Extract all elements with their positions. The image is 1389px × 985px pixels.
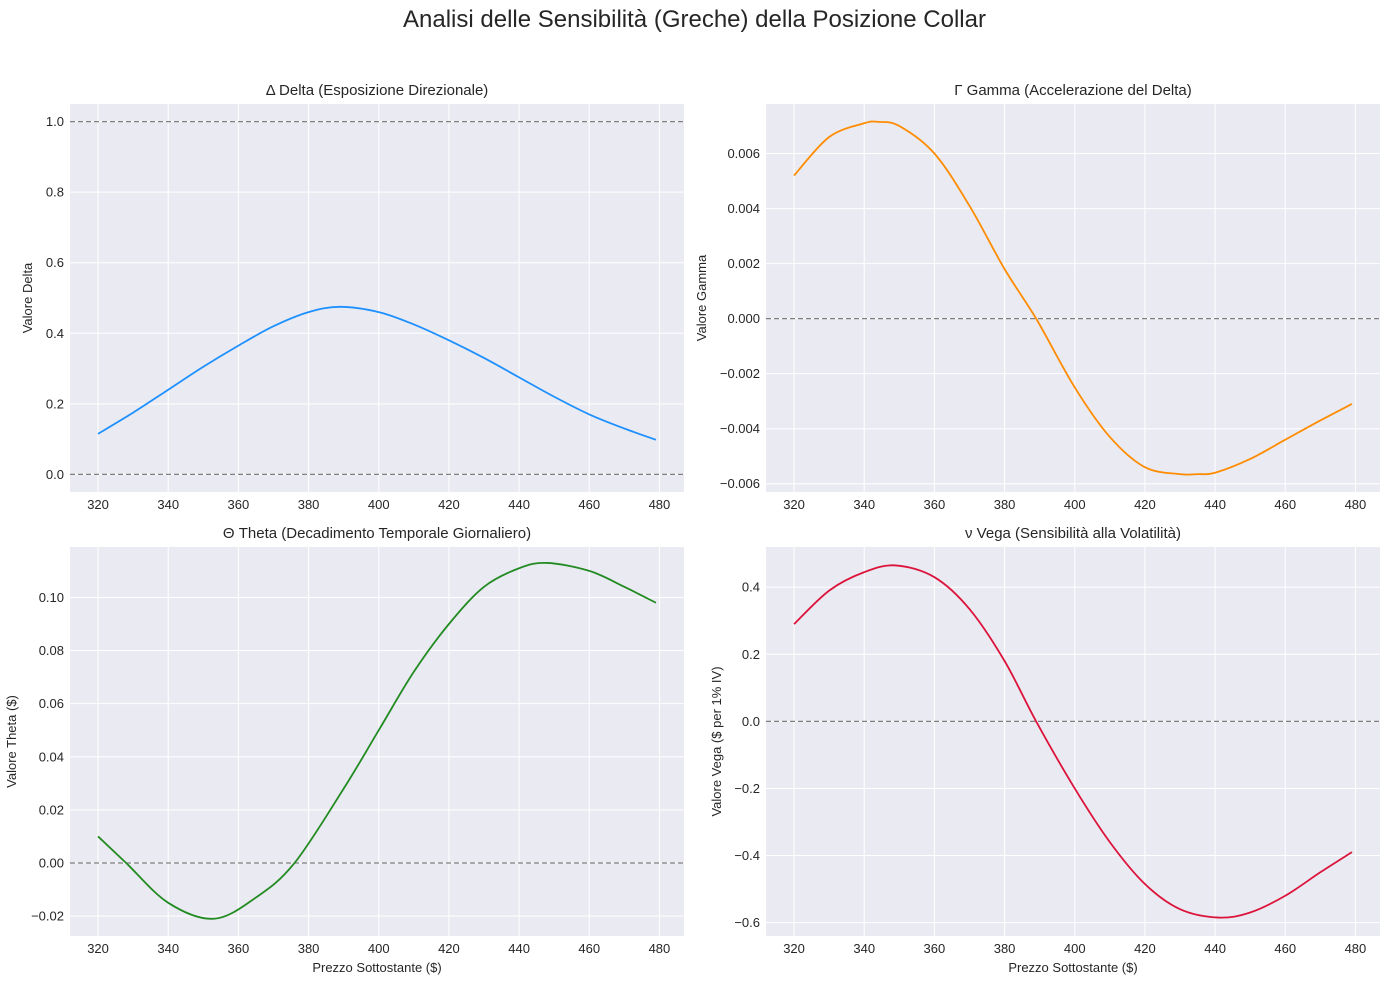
- delta-chart-title: Δ Delta (Esposizione Direzionale): [266, 82, 489, 99]
- gamma-x-tick-label: 400: [1064, 497, 1086, 512]
- theta-x-tick-label: 460: [578, 941, 600, 956]
- vega-plot-area: [766, 547, 1380, 936]
- vega-x-tick-label: 420: [1134, 941, 1156, 956]
- delta-x-tick-label: 340: [157, 497, 179, 512]
- delta-x-tick-label: 400: [368, 497, 390, 512]
- theta-x-tick-label: 340: [157, 941, 179, 956]
- theta-x-tick-label: 400: [368, 941, 390, 956]
- gamma-y-tick-label: −0.006: [720, 476, 760, 491]
- gamma-y-tick-label: 0.006: [727, 146, 760, 161]
- gamma-x-tick-label: 360: [924, 497, 946, 512]
- delta-y-tick-label: 0.8: [46, 185, 64, 200]
- gamma-plot-area: [766, 104, 1380, 492]
- delta-x-tick-label: 380: [298, 497, 320, 512]
- vega-chart-title: ν Vega (Sensibilità alla Volatilità): [965, 525, 1181, 542]
- gamma-x-tick-label: 480: [1345, 497, 1367, 512]
- delta-x-tick-label: 460: [578, 497, 600, 512]
- vega-x-tick-label: 380: [994, 941, 1016, 956]
- vega-y-tick-label: 0.2: [742, 647, 760, 662]
- delta-plot-area: [70, 104, 684, 492]
- delta-y-tick-label: 0.2: [46, 396, 64, 411]
- vega-x-tick-label: 320: [783, 941, 805, 956]
- gamma-x-tick-label: 340: [853, 497, 875, 512]
- vega-y-axis-label: Valore Vega ($ per 1% IV): [709, 666, 724, 816]
- figure-title: Analisi delle Sensibilità (Greche) della…: [403, 6, 986, 33]
- delta-y-tick-label: 0.0: [46, 467, 64, 482]
- theta-plot-area: [70, 547, 684, 936]
- theta-x-tick-label: 360: [228, 941, 250, 956]
- gamma-x-tick-label: 420: [1134, 497, 1156, 512]
- theta-y-tick-label: 0.08: [39, 643, 64, 658]
- delta-y-tick-label: 0.6: [46, 255, 64, 270]
- delta-y-tick-label: 0.4: [46, 326, 64, 341]
- theta-y-axis-label: Valore Theta ($): [4, 695, 19, 788]
- gamma-series-line: [793, 120, 1353, 476]
- gamma-y-tick-label: −0.004: [720, 421, 760, 436]
- delta-x-tick-label: 440: [508, 497, 530, 512]
- gamma-y-tick-label: 0.004: [727, 201, 760, 216]
- delta-x-tick-label: 360: [228, 497, 250, 512]
- theta-x-tick-label: 480: [649, 941, 671, 956]
- delta-x-tick-label: 320: [87, 497, 109, 512]
- delta-y-axis-label: Valore Delta: [20, 262, 35, 333]
- vega-y-tick-label: 0.0: [742, 714, 760, 729]
- vega-x-tick-label: 340: [853, 941, 875, 956]
- vega-series-line: [793, 564, 1353, 919]
- vega-x-tick-label: 460: [1274, 941, 1296, 956]
- gamma-x-tick-label: 460: [1274, 497, 1296, 512]
- delta-series-line: [97, 305, 657, 441]
- delta-y-tick-label: 1.0: [46, 114, 64, 129]
- theta-x-tick-label: 380: [298, 941, 320, 956]
- gamma-y-tick-label: −0.002: [720, 366, 760, 381]
- delta-x-tick-label: 420: [438, 497, 460, 512]
- theta-y-tick-label: 0.10: [39, 590, 64, 605]
- delta-x-tick-label: 480: [649, 497, 671, 512]
- theta-series-line: [97, 561, 657, 920]
- theta-y-tick-label: 0.00: [39, 855, 64, 870]
- vega-x-tick-label: 480: [1345, 941, 1367, 956]
- vega-x-tick-label: 400: [1064, 941, 1086, 956]
- vega-x-tick-label: 440: [1204, 941, 1226, 956]
- vega-y-tick-label: −0.4: [734, 848, 760, 863]
- theta-x-tick-label: 420: [438, 941, 460, 956]
- vega-x-axis-label: Prezzo Sottostante ($): [1008, 960, 1137, 975]
- vega-x-tick-label: 360: [924, 941, 946, 956]
- theta-chart-title: Θ Theta (Decadimento Temporale Giornalie…: [223, 525, 531, 542]
- theta-y-tick-label: 0.02: [39, 802, 64, 817]
- gamma-y-tick-label: 0.000: [727, 311, 760, 326]
- gamma-x-tick-label: 440: [1204, 497, 1226, 512]
- gamma-y-axis-label: Valore Gamma: [694, 254, 709, 341]
- theta-y-tick-label: 0.04: [39, 749, 64, 764]
- vega-y-tick-label: −0.6: [734, 915, 760, 930]
- gamma-chart-title: Γ Gamma (Accelerazione del Delta): [954, 82, 1192, 99]
- gamma-x-tick-label: 380: [994, 497, 1016, 512]
- theta-y-tick-label: 0.06: [39, 696, 64, 711]
- theta-x-axis-label: Prezzo Sottostante ($): [312, 960, 441, 975]
- vega-y-tick-label: 0.4: [742, 580, 760, 595]
- gamma-y-tick-label: 0.002: [727, 256, 760, 271]
- vega-y-tick-label: −0.2: [734, 781, 760, 796]
- theta-x-tick-label: 320: [87, 941, 109, 956]
- theta-x-tick-label: 440: [508, 941, 530, 956]
- gamma-x-tick-label: 320: [783, 497, 805, 512]
- theta-y-tick-label: −0.02: [31, 909, 64, 924]
